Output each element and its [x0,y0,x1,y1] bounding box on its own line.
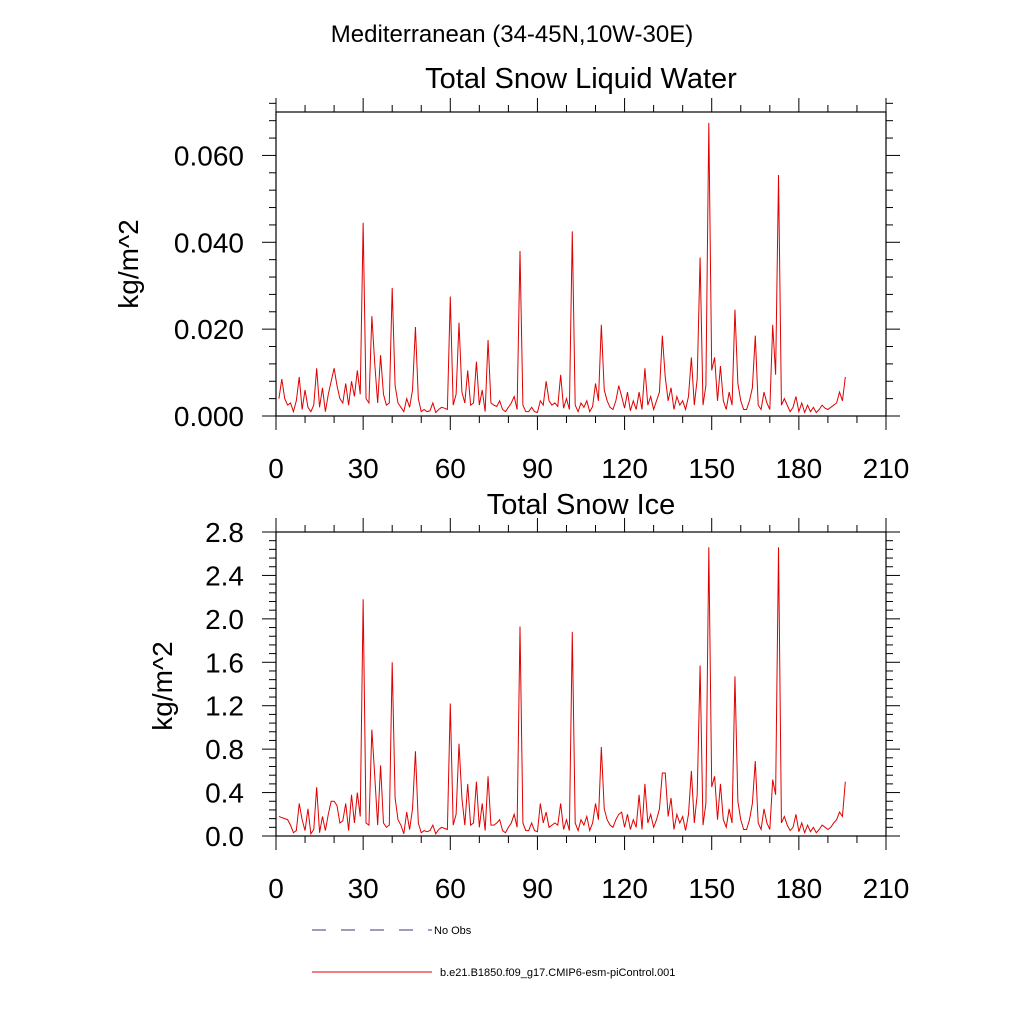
x-tick-label: 210 [863,873,910,904]
series-line [278,122,846,415]
y-tick-label: 2.0 [205,604,244,635]
x-tick-label: 90 [522,453,553,484]
y-tick-label: 0.4 [205,778,244,809]
figure-suptitle: Mediterranean (34-45N,10W-30E) [331,21,693,48]
panel-snow-ice: Total Snow Ice kg/m^2 0 30 60 90 120 150 180 21… [147,489,909,904]
x-tick-label: 120 [601,873,648,904]
x-tick-label: 60 [435,873,466,904]
x-tick-label: 150 [688,453,735,484]
legend-label-model: b.e21.B1850.f09_g17.CMIP6-esm-piControl.… [440,967,675,979]
y-tick-label: 0.0 [205,821,244,852]
x-tick-label: 30 [348,453,379,484]
panel-title: Total Snow Ice [487,489,676,521]
y-tick-label: 0.040 [174,227,244,258]
panel-snow-liquid-water: Total Snow Liquid Water kg/m^2 0 30 60 90 12… [113,63,909,484]
x-tick-label: 60 [435,453,466,484]
x-tick-label: 210 [863,453,910,484]
x-tick-label: 0 [268,453,284,484]
y-tick-label: 2.4 [205,560,244,591]
y-tick-label: 1.2 [205,691,244,722]
series-line [278,547,846,836]
x-tick-label: 30 [348,873,379,904]
x-tick-label: 180 [775,873,822,904]
legend: No Obs b.e21.B1850.f09_g17.CMIP6-esm-piC… [312,925,675,979]
x-tick-label: 150 [688,873,735,904]
x-tick-label: 180 [775,453,822,484]
y-tick-label: 0.060 [174,140,244,171]
axes: 0 30 60 90 120 150 180 210 0.0 0.4 0.8 1.2 1.6 2.0 2.4… [205,517,909,904]
plot-area [278,122,846,415]
x-tick-label: 90 [522,873,553,904]
plot-frame [275,531,887,837]
y-axis-label: kg/m^2 [113,219,144,308]
panel-title: Total Snow Liquid Water [425,63,737,95]
plot-frame [275,111,887,417]
y-tick-label: 0.8 [205,734,244,765]
y-tick-label: 0.020 [174,314,244,345]
x-tick-label: 0 [268,873,284,904]
x-tick-label: 120 [601,453,648,484]
plot-area [278,547,846,836]
y-tick-label: 2.8 [205,517,244,548]
y-tick-label: 0.000 [174,401,244,432]
legend-label-no-obs: No Obs [434,925,472,937]
y-axis-label: kg/m^2 [147,641,178,730]
axes: 0 30 60 90 120 150 180 210 0.000 0.020 0.040 0.060 [174,98,909,484]
y-tick-label: 1.6 [205,647,244,678]
